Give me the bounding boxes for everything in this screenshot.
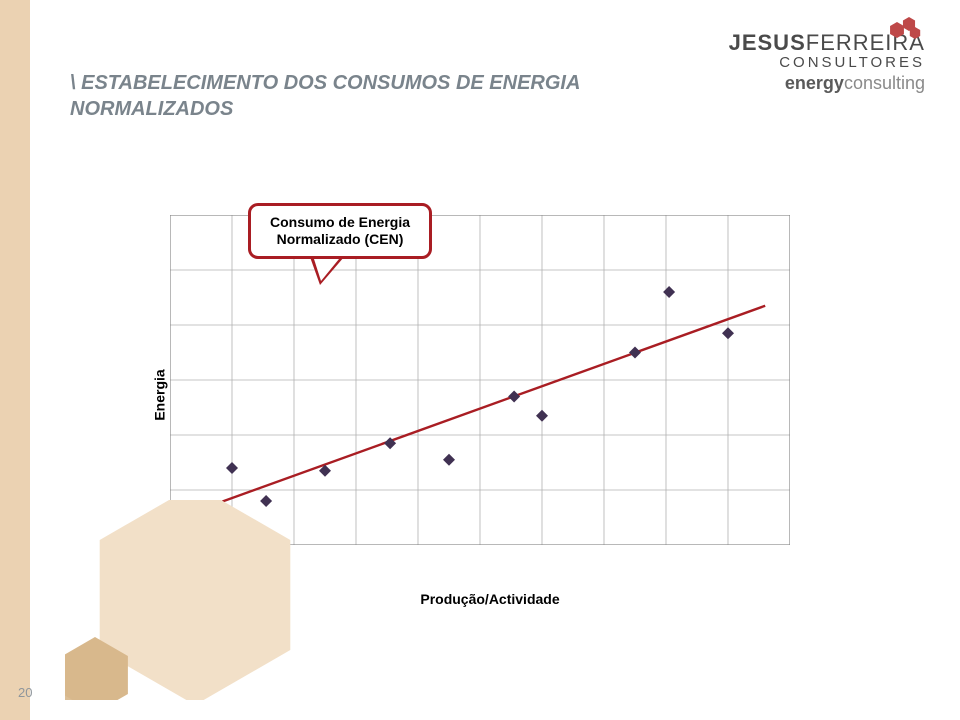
left-edge-band [0,0,30,720]
logo-subline: CONSULTORES [729,54,925,71]
title-line-2: NORMALIZADOS [70,96,580,122]
trend-callout: Consumo de Energia Normalizado (CEN) [248,203,432,285]
decor-hex-cluster-icon [65,500,325,700]
title-line-1: \ ESTABELECIMENTO DOS CONSUMOS DE ENERGI… [70,70,580,96]
logo-tagline: energyconsulting [729,73,925,94]
callout-box: Consumo de Energia Normalizado (CEN) [248,203,432,259]
logo-brand-first: JESUS [729,30,806,55]
callout-tail-icon [310,257,344,285]
page-number: 20 [18,685,32,700]
slide-page: \ ESTABELECIMENTO DOS CONSUMOS DE ENERGI… [0,0,960,720]
callout-line-1: Consumo de Energia [270,214,410,230]
brand-logo: JESUSFERREIRA CONSULTORES energyconsulti… [729,30,925,94]
y-axis-label: Energia [152,369,168,420]
page-title: \ ESTABELECIMENTO DOS CONSUMOS DE ENERGI… [70,70,580,122]
callout-line-2: Normalizado (CEN) [277,231,404,247]
logo-tag-rest: consulting [844,73,925,93]
logo-tag-bold: energy [785,73,844,93]
logo-hex-icon [885,16,925,40]
